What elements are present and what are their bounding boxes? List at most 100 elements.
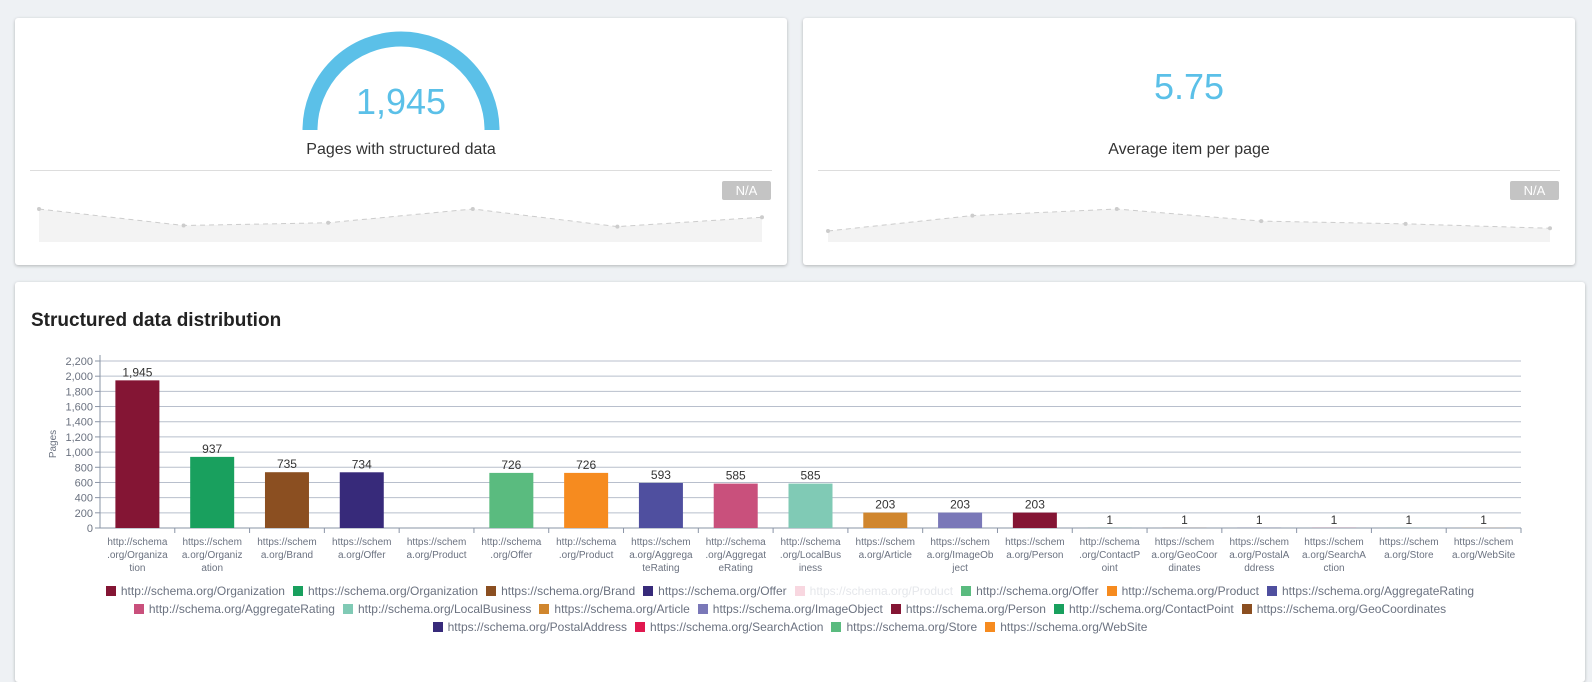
x-tick-label: https://schem <box>1379 537 1438 548</box>
legend-item[interactable]: https://schema.org/AggregateRating <box>1267 582 1474 600</box>
y-tick-label: 2,000 <box>65 371 93 383</box>
bar <box>714 484 758 528</box>
legend-item[interactable]: https://schema.org/Organization <box>293 582 478 600</box>
legend-swatch <box>831 622 841 632</box>
data-label: 593 <box>651 468 671 482</box>
sparkline-point <box>1259 219 1263 223</box>
x-tick-label: http://schema <box>780 537 840 548</box>
x-tick-label: dinates <box>1168 563 1200 574</box>
legend-swatch <box>698 604 708 614</box>
legend-item[interactable]: http://schema.org/LocalBusiness <box>343 600 531 618</box>
y-axis-title: Pages <box>48 430 59 458</box>
legend-item[interactable]: https://schema.org/PostalAddress <box>433 618 627 636</box>
legend-item[interactable]: https://schema.org/Store <box>831 618 977 636</box>
legend-swatch <box>1267 586 1277 596</box>
legend-item[interactable]: https://schema.org/Person <box>891 600 1046 618</box>
legend-item[interactable]: http://schema.org/Offer <box>961 582 1099 600</box>
pages-count: 1,945 <box>15 81 787 123</box>
x-tick-label: a.org/Store <box>1384 550 1434 561</box>
legend-item[interactable]: https://schema.org/Offer <box>643 582 787 600</box>
x-tick-label: http://schema <box>706 537 766 548</box>
bar <box>115 380 159 528</box>
chart-legend: http://schema.org/Organization https://sc… <box>75 582 1505 636</box>
data-label: 1 <box>1181 513 1188 527</box>
x-tick-label: .org/ContactP <box>1079 550 1140 561</box>
legend-swatch <box>293 586 303 596</box>
bar <box>190 457 234 528</box>
legend-item[interactable]: https://schema.org/ImageObject <box>698 600 883 618</box>
legend-item[interactable]: https://schema.org/Brand <box>486 582 635 600</box>
x-tick-label: http://schema <box>556 537 616 548</box>
legend-label: http://schema.org/LocalBusiness <box>358 602 531 616</box>
divider <box>818 170 1560 171</box>
sparkline-point <box>826 229 830 233</box>
y-tick-label: 1,000 <box>65 447 93 459</box>
data-label: 1 <box>1405 513 1412 527</box>
legend-swatch <box>343 604 353 614</box>
sparkline-area <box>39 209 762 242</box>
data-label: 726 <box>501 458 521 472</box>
trend-sparkline <box>826 207 1552 242</box>
x-tick-label: a.org/Brand <box>261 550 313 561</box>
legend-label: http://schema.org/AggregateRating <box>149 602 335 616</box>
legend-item[interactable]: http://schema.org/Organization <box>106 582 285 600</box>
legend-swatch <box>643 586 653 596</box>
legend-label: https://schema.org/SearchAction <box>650 620 823 634</box>
average-value: 5.75 <box>803 66 1575 108</box>
legend-swatch <box>1242 604 1252 614</box>
x-tick-label: https://schem <box>332 537 391 548</box>
legend-item[interactable]: https://schema.org/SearchAction <box>635 618 823 636</box>
x-tick-label: ation <box>201 563 223 574</box>
legend-item[interactable]: https://schema.org/WebSite <box>985 618 1147 636</box>
legend-swatch <box>961 586 971 596</box>
sparkline-point <box>1404 222 1408 226</box>
x-tick-label: a.org/Aggrega <box>629 550 693 561</box>
x-tick-label: a.org/PostalA <box>1229 550 1289 561</box>
x-tick-label: https://schem <box>407 537 466 548</box>
y-tick-label: 1,800 <box>65 386 93 398</box>
data-label: 203 <box>950 498 970 512</box>
x-tick-label: https://schem <box>1230 537 1289 548</box>
x-tick-label: https://schem <box>1005 537 1064 548</box>
legend-label: http://schema.org/Organization <box>121 584 285 598</box>
legend-label: https://schema.org/AggregateRating <box>1282 584 1474 598</box>
legend-label: http://schema.org/Offer <box>976 584 1099 598</box>
legend-label: https://schema.org/Article <box>554 602 689 616</box>
legend-item[interactable]: http://schema.org/ContactPoint <box>1054 600 1234 618</box>
legend-item[interactable]: https://schema.org/Product <box>795 582 953 600</box>
x-tick-label: https://schem <box>1155 537 1214 548</box>
data-label: 203 <box>1025 498 1045 512</box>
legend-label: https://schema.org/Product <box>810 584 953 598</box>
x-tick-label: iness <box>799 563 822 574</box>
x-tick-label: https://schem <box>856 537 915 548</box>
bar <box>639 483 683 528</box>
legend-item[interactable]: http://schema.org/Product <box>1107 582 1259 600</box>
data-label: 937 <box>202 442 222 456</box>
x-tick-label: a.org/Product <box>407 550 467 561</box>
legend-swatch <box>1107 586 1117 596</box>
pages-label: Pages with structured data <box>15 141 787 159</box>
x-tick-label: .org/Offer <box>490 550 533 561</box>
x-tick-label: a.org/WebSite <box>1452 550 1516 561</box>
x-tick-label: https://schem <box>182 537 241 548</box>
trend-sparkline <box>37 207 764 242</box>
bar <box>564 473 608 528</box>
sparkline-point <box>326 221 330 225</box>
legend-item[interactable]: http://schema.org/AggregateRating <box>134 600 335 618</box>
legend-label: https://schema.org/WebSite <box>1000 620 1147 634</box>
data-label: 1 <box>1480 513 1487 527</box>
change-badge: N/A <box>722 181 771 200</box>
x-tick-label: http://schema <box>107 537 167 548</box>
y-tick-label: 800 <box>75 462 93 474</box>
x-tick-label: https://schem <box>1304 537 1363 548</box>
x-tick-label: teRating <box>642 563 679 574</box>
y-tick-label: 1,400 <box>65 417 93 429</box>
legend-item[interactable]: https://schema.org/GeoCoordinates <box>1242 600 1446 618</box>
legend-item[interactable]: https://schema.org/Article <box>539 600 689 618</box>
sparkline-point <box>1115 207 1119 211</box>
legend-label: https://schema.org/Organization <box>308 584 478 598</box>
x-tick-label: https://schem <box>631 537 690 548</box>
data-label: 1 <box>1106 513 1113 527</box>
bar <box>863 513 907 528</box>
bar <box>265 472 309 528</box>
